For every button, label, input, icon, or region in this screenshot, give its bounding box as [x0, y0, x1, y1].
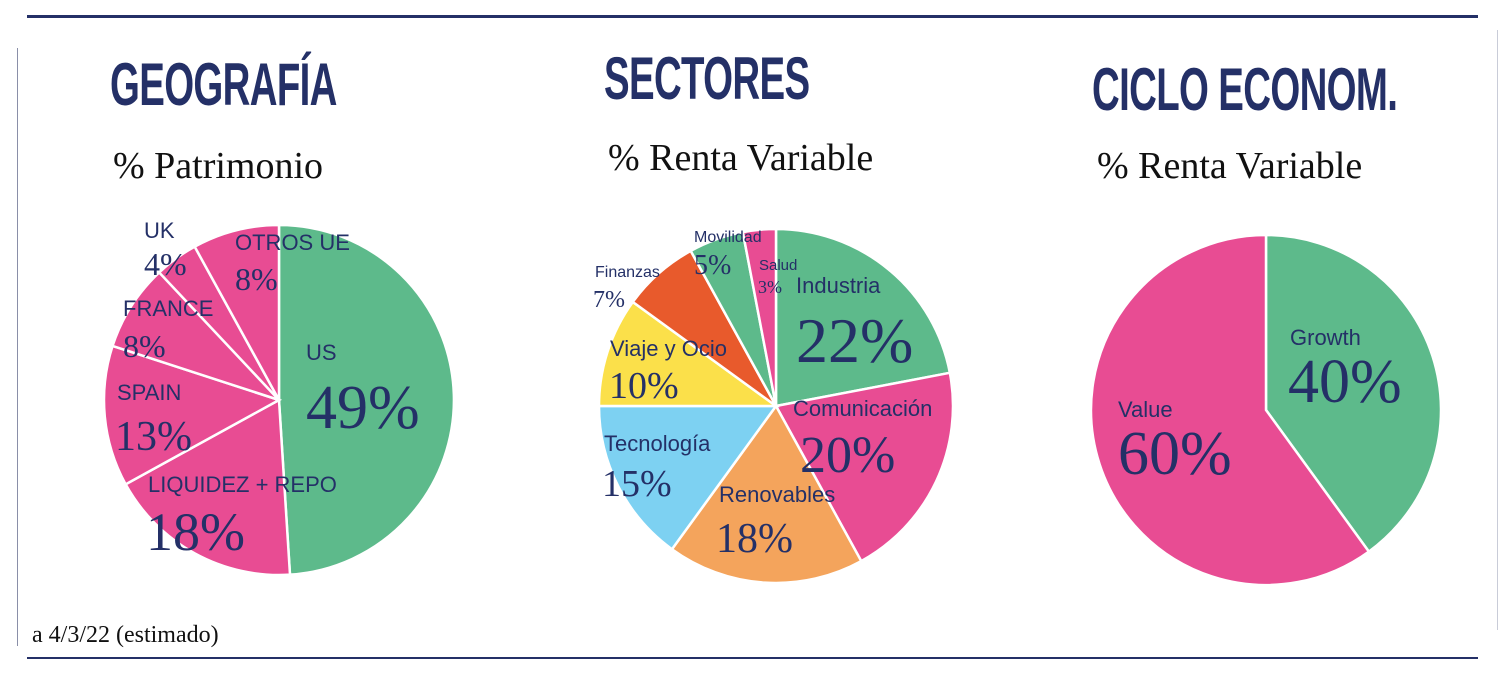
sectores-slice-tecnologia [597, 404, 779, 551]
sectores-slice-industria [774, 227, 952, 408]
sectores-pie: Industria 22% Comunicación 20%Renovables 18%… [593, 227, 955, 585]
geografia-value-spain: 13% [115, 414, 192, 460]
sectores-value-movilidad: 5% [694, 250, 731, 281]
sectores-value-comunicacion: 20% [800, 427, 895, 484]
top-rule [27, 15, 1478, 18]
sectores-label-viaje-y-ocio: Viaje y Ocio [610, 336, 727, 361]
geografia-value-us: 49% [306, 374, 420, 442]
geografia-value-liquidez-repo: 18% [146, 502, 245, 562]
sectores-value-finanzas: 7% [593, 287, 625, 313]
geografia-label-france: FRANCE [123, 296, 213, 321]
geografia-value-uk: 4% [144, 246, 187, 282]
sectores-title: SECTORES [604, 45, 810, 112]
sectores-value-industria: 22% [796, 305, 913, 376]
geografia-slice-spain [102, 344, 283, 487]
geografia-value-france: 8% [123, 328, 166, 364]
left-rule [17, 48, 18, 646]
right-rule [1497, 30, 1498, 630]
ciclo-label-value: Value [1118, 397, 1173, 422]
sectores-label-renovables: Renovables [719, 482, 835, 507]
geografia-value-otros-ue: 8% [235, 261, 278, 297]
sectores-label-finanzas: Finanzas [595, 264, 660, 281]
ciclo-slice-value [1089, 233, 1371, 587]
geografia-slice-liquidez-repo [123, 397, 292, 577]
bottom-rule [27, 657, 1478, 659]
ciclo-slice-growth [1264, 233, 1443, 554]
sectores-label-comunicacion: Comunicación [793, 396, 932, 421]
geografia-slice-otros-ue [192, 223, 281, 401]
sectores-label-tecnologia: Tecnología [604, 431, 711, 456]
geografia-label-liquidez-repo: LIQUIDEZ + REPO [148, 472, 337, 497]
sectores-value-viaje-y-ocio: 10% [609, 365, 679, 407]
sectores-slice-renovables [670, 403, 863, 585]
geografia-label-us: US [306, 340, 337, 365]
geografia-title: GEOGRAFÍA [110, 51, 337, 118]
ciclo-label-growth: Growth [1290, 325, 1361, 350]
geografia-label-otros-ue: OTROS UE [235, 230, 350, 255]
geografia-subtitle: % Patrimonio [113, 145, 324, 187]
ciclo-value-value: 60% [1118, 420, 1232, 488]
sectores-value-renovables: 18% [716, 516, 793, 562]
ciclo-title: CICLO ECONOM. [1092, 56, 1398, 123]
footnote: a 4/3/22 (estimado) [32, 622, 219, 648]
sectores-label-movilidad: Movilidad [694, 229, 762, 246]
geografia-label-spain: SPAIN [117, 380, 181, 405]
sectores-subtitle: % Renta Variable [608, 137, 874, 179]
sectores-slice-comunicacion [774, 371, 955, 563]
geografia-pie: US 49% LIQUIDEZ + REPO 18% SPAIN 13% FRANCE 8% U… [102, 218, 456, 577]
sectores-slice-salud [741, 227, 778, 407]
sectores-value-salud: 3% [758, 277, 782, 297]
sectores-value-tecnologia: 15% [602, 463, 672, 505]
ciclo-subtitle: % Renta Variable [1097, 145, 1363, 187]
ciclo-value-growth: 40% [1288, 348, 1402, 416]
sectores-slice-viaje-y-ocio [597, 300, 780, 408]
geografia-slice-us [277, 223, 456, 576]
sectores-label-salud: Salud [759, 257, 797, 274]
geografia-label-uk: UK [144, 218, 175, 243]
sectores-label-industria: Industria [796, 273, 881, 298]
